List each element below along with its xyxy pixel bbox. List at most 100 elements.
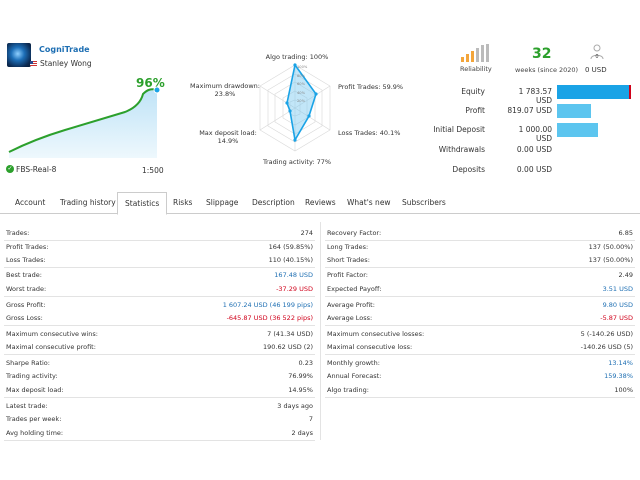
tab-trading-history[interactable]: Trading history <box>60 198 116 207</box>
tab-slippage[interactable]: Slippage <box>206 198 239 207</box>
stat-row: Loss Trades: 110 (40.15%) <box>6 256 313 265</box>
check-icon: ✓ <box>6 165 14 173</box>
radar-scale-label: 40% <box>297 91 306 95</box>
stat-label: Long Trades: <box>327 243 369 251</box>
radar-point <box>293 138 297 142</box>
radar-axis <box>259 85 331 131</box>
radar-label-deposit-load-title: Max deposit load: <box>199 129 257 137</box>
stat-label: Maximal consecutive loss: <box>327 343 413 351</box>
balance-bar <box>557 123 598 137</box>
stat-label: Profit Factor: <box>327 271 368 279</box>
subscribers-count: 0 <box>595 54 598 60</box>
stat-value: 167.48 USD <box>274 271 313 279</box>
stat-row: Monthly growth: 13.14% <box>327 359 633 368</box>
reliability-label: Reliability <box>460 65 492 73</box>
stat-row: Worst trade: -37.29 USD <box>6 285 313 294</box>
tab-description[interactable]: Description <box>252 198 295 207</box>
growth-area <box>9 89 157 158</box>
tab-reviews[interactable]: Reviews <box>305 198 336 207</box>
radar-label-drawdown: Maximum drawdown: 23.8% <box>190 82 260 98</box>
stat-row: Average Loss: -5.87 USD <box>327 314 633 323</box>
leverage: 1:500 <box>142 166 164 175</box>
stat-row: Trades per week: 7 <box>6 415 313 424</box>
stat-value: 76.99% <box>288 372 313 380</box>
stat-value: 7 <box>308 415 313 423</box>
stat-value: 137 (50.00%) <box>588 256 633 264</box>
stat-value: -645.87 USD (36 522 pips) <box>226 314 313 322</box>
stat-label: Trading activity: <box>6 372 58 380</box>
stat-value: -5.87 USD <box>600 314 633 322</box>
stat-separator <box>4 267 315 268</box>
stat-value: 274 <box>300 229 313 237</box>
stat-value: 164 (59.85%) <box>268 243 313 251</box>
radar-label-profit: Profit Trades: 59.9% <box>338 83 404 91</box>
stat-value: 3 days ago <box>277 402 313 410</box>
stat-value: 14.95% <box>288 386 313 394</box>
stat-value: 190.62 USD (2) <box>263 343 313 351</box>
stat-label: Best trade: <box>6 271 42 279</box>
stat-label: Maximum consecutive losses: <box>327 330 425 338</box>
stat-separator <box>4 397 315 398</box>
stat-label: Loss Trades: <box>6 256 46 264</box>
radar-label-algo: Algo trading: 100% <box>265 53 329 61</box>
radar-label-deposit-load: Max deposit load: 14.9% <box>198 129 258 145</box>
balance-label: Withdrawals <box>438 145 485 154</box>
stat-value: 2 days <box>291 429 313 437</box>
stat-label: Gross Profit: <box>6 301 46 309</box>
tab-statistics[interactable]: Statistics <box>117 192 168 215</box>
balance-value: 1 783.57 USD <box>518 87 552 105</box>
growth-chart <box>8 86 161 158</box>
tab-risks[interactable]: Risks <box>173 198 193 207</box>
stat-label: Annual Forecast: <box>327 372 382 380</box>
stat-row: Maximal consecutive loss: -140.26 USD (5) <box>327 343 633 352</box>
stat-separator <box>4 240 315 241</box>
balance-label: Initial Deposit <box>433 125 485 134</box>
stat-label: Avg holding time: <box>6 429 64 437</box>
stat-separator <box>325 397 635 398</box>
growth-value: 96% <box>136 76 165 90</box>
tab-account[interactable]: Account <box>15 198 46 207</box>
stat-label: Average Profit: <box>327 301 375 309</box>
stat-value: 100% <box>614 386 633 394</box>
avatar[interactable] <box>7 43 31 67</box>
stat-separator <box>4 296 315 297</box>
radar-point <box>293 63 297 67</box>
stat-value: 2.49 <box>618 271 633 279</box>
stat-label: Profit Trades: <box>6 243 49 251</box>
subscribers-icon: 0 <box>590 44 604 60</box>
stat-value: 0.23 <box>298 359 313 367</box>
balance-bar <box>557 104 591 118</box>
tab-whats-new[interactable]: What's new <box>347 198 391 207</box>
stat-row: Profit Factor: 2.49 <box>327 271 633 280</box>
stat-separator <box>4 440 315 441</box>
owner-name[interactable]: Stanley Wong <box>40 59 92 68</box>
stat-value: 3.51 USD <box>602 285 633 293</box>
radar-point <box>288 109 292 113</box>
stat-value: 1 607.24 USD (46 199 pips) <box>222 301 313 309</box>
growth-line <box>8 88 158 153</box>
stat-separator <box>325 296 635 297</box>
signal-name[interactable]: CogniTrade <box>39 45 90 54</box>
stat-label: Short Trades: <box>327 256 370 264</box>
flag-icon <box>30 61 37 66</box>
server-name: FBS-Real-8 <box>16 165 57 174</box>
subscribers-value: 0 USD <box>585 66 607 74</box>
stat-row: Annual Forecast: 159.38% <box>327 372 633 381</box>
tab-bar: Account Trading history Statistics Risks… <box>0 192 640 215</box>
stat-row: Expected Payoff: 3.51 USD <box>327 285 633 294</box>
stat-value: -140.26 USD (5) <box>580 343 633 351</box>
stat-label: Maximum consecutive wins: <box>6 330 98 338</box>
stat-label: Max deposit load: <box>6 386 64 394</box>
balance-label: Deposits <box>452 165 485 174</box>
stat-row: Maximum consecutive wins: 7 (41.34 USD) <box>6 330 313 339</box>
radar-label-deposit-load-value: 14.9% <box>217 137 239 145</box>
radar-label-drawdown-title: Maximum drawdown: <box>190 82 260 90</box>
stat-value: 159.38% <box>604 372 633 380</box>
radar-scale-label: 20% <box>297 99 306 103</box>
growth-end-point <box>153 86 161 94</box>
weeks-count: 32 <box>532 46 552 62</box>
stat-value: -37.29 USD <box>276 285 313 293</box>
stat-label: Trades: <box>6 229 30 237</box>
radar-scale-label: 60% <box>297 82 306 86</box>
tab-subscribers[interactable]: Subscribers <box>402 198 446 207</box>
